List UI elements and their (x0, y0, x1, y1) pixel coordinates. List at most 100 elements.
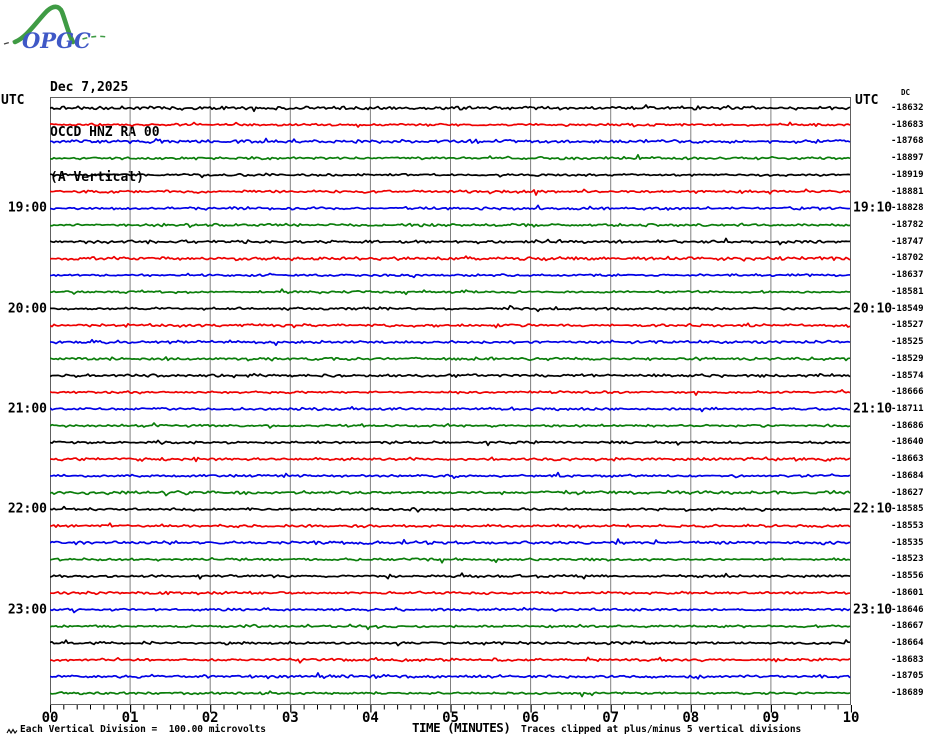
trace-row (50, 672, 851, 680)
trace-row (50, 505, 851, 513)
dc-value: -18782 (891, 220, 924, 231)
trace-row (50, 439, 851, 447)
dc-value: -18666 (891, 387, 924, 398)
trace-row (50, 422, 851, 429)
dc-value: -18527 (891, 320, 924, 331)
x-tick-label: 02 (201, 710, 219, 726)
trace-row (50, 322, 851, 329)
dc-value: -18523 (891, 554, 924, 565)
hour-label-left: 23:00 (7, 602, 47, 618)
hour-label-right: 19:10 (853, 200, 893, 216)
dc-value: -18585 (891, 504, 924, 515)
x-tick-label: 06 (522, 710, 540, 726)
hour-label-left: 19:00 (7, 200, 47, 216)
hour-label-left: 20:00 (7, 301, 47, 317)
clipping-note: Traces clipped at plus/minus 5 vertical … (521, 724, 802, 735)
dc-value: -18702 (891, 253, 924, 264)
trace-row (50, 471, 851, 480)
trace-row (50, 272, 851, 279)
dc-value: -18919 (891, 169, 924, 180)
dc-value: -18627 (891, 487, 924, 498)
title-station-code: OCCD HNZ RA 00 (50, 125, 160, 140)
dc-value: -18828 (891, 203, 924, 214)
x-tick-label: 04 (361, 710, 379, 726)
trace-row (50, 137, 851, 145)
logo-mountain-curve (12, 4, 76, 45)
logo-text: OPGC (22, 28, 91, 52)
dc-column-label: DC (901, 88, 911, 97)
trace-row (50, 304, 851, 313)
x-tick-label: 00 (41, 710, 59, 726)
trace-row (50, 222, 851, 229)
dc-value: -18664 (891, 638, 924, 649)
dc-value: -18535 (891, 537, 924, 548)
dc-value: -18601 (891, 587, 924, 598)
trace-row (50, 556, 851, 564)
trace-row (50, 204, 851, 211)
dc-value: -18632 (891, 103, 924, 113)
x-tick-label: 03 (281, 710, 299, 726)
hour-label-right: 20:10 (853, 301, 893, 317)
dc-value: -18549 (891, 303, 924, 314)
dc-value: -18881 (891, 186, 924, 197)
trace-row (50, 590, 851, 596)
dc-value: -18556 (891, 571, 924, 582)
dc-value: -18529 (891, 353, 924, 364)
hour-label-left: 22:00 (7, 501, 47, 517)
dc-value: -18553 (891, 521, 924, 531)
trace-row (50, 288, 851, 296)
trace-row (50, 489, 851, 497)
dc-value: -18581 (891, 286, 924, 297)
trace-row (50, 153, 851, 161)
dc-value: -18747 (891, 236, 924, 247)
trace-row (50, 405, 851, 413)
plot-border (50, 97, 851, 705)
trace-row (50, 188, 851, 196)
trace-row (50, 356, 851, 362)
waveform-mark-icon (6, 728, 18, 735)
vertical-division-note: Each Vertical Division = 100.00 microvol… (20, 724, 266, 735)
dc-value: -18711 (891, 403, 924, 414)
dc-value: -18667 (891, 621, 924, 632)
x-tick-label: 01 (121, 710, 139, 726)
x-tick-label: 08 (682, 710, 700, 726)
x-axis-ticks (50, 705, 852, 713)
trace-row (50, 690, 851, 698)
x-tick-label: 10 (842, 710, 860, 726)
hour-label-right: 21:10 (853, 401, 893, 417)
trace-row (50, 522, 851, 529)
x-axis-title: TIME (MINUTES) (412, 720, 511, 735)
trace-row (50, 338, 851, 347)
trace-row (50, 172, 851, 179)
trace-row (50, 121, 851, 128)
title-date: Dec 7,2025 (50, 80, 129, 95)
trace-row (50, 656, 851, 664)
dc-value: -18684 (891, 470, 924, 481)
dc-value: -18686 (891, 420, 924, 431)
dc-value: -18897 (891, 153, 924, 164)
trace-row (50, 389, 851, 396)
x-tick-label: 05 (442, 710, 459, 726)
dc-value: -18663 (891, 454, 924, 465)
right-axis-header-utc: UTC (855, 93, 879, 108)
title-block: Dec 7,2025 OCCD HNZ RA 00 (A Vertical) (50, 50, 160, 200)
hour-label-right: 23:10 (853, 602, 893, 618)
dc-value: -18646 (891, 604, 924, 615)
left-axis-header-utc: UTC (1, 93, 25, 108)
dc-value: -18683 (891, 654, 924, 665)
dc-value: -18689 (891, 688, 924, 699)
hour-label-left: 21:00 (7, 401, 47, 417)
dc-value: -18574 (891, 370, 924, 381)
trace-row (50, 372, 851, 379)
trace-row (50, 572, 851, 580)
x-tick-label: 07 (602, 710, 620, 726)
trace-row (50, 538, 851, 546)
trace-row (50, 639, 851, 647)
dc-value: -18768 (891, 136, 924, 147)
dc-value: -18637 (891, 270, 924, 281)
trace-row (50, 606, 851, 614)
dc-value: -18640 (891, 437, 924, 448)
